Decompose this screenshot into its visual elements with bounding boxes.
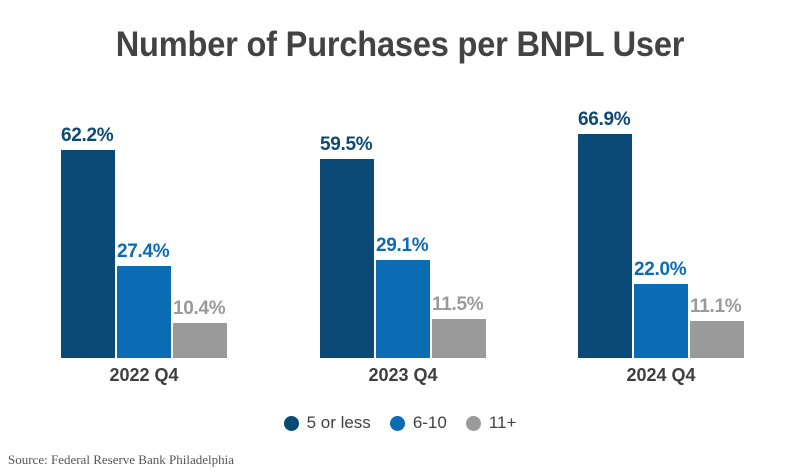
bar-value-label: 66.9% [578,109,631,130]
bar-rect[interactable] [432,319,486,358]
x-axis-tick-label: 2023 Q4 [368,365,438,385]
chart-legend: 5 or less 6-10 11+ [0,413,800,433]
bar-group: 62.2% 27.4% 10.4% 2022 Q4 [61,0,227,390]
bar-value-label: 27.4% [117,241,170,262]
bar-item[interactable]: 66.9% [578,0,632,358]
legend-item-label: 6-10 [412,413,447,432]
bar-item[interactable]: 62.2% [61,0,115,358]
source-note: Source: Federal Reserve Bank Philadelphi… [8,452,234,467]
legend-item[interactable]: 5 or less [283,413,371,433]
bar-value-label: 62.2% [61,125,114,146]
x-axis-tick-label: 2024 Q4 [626,365,696,385]
bar-rect[interactable] [117,266,171,358]
bar-rect[interactable] [690,321,744,358]
bar-value-label: 11.1% [690,296,742,317]
bar-item[interactable]: 27.4% [117,0,171,358]
circle-icon [389,415,405,431]
bar-group-bars: 59.5% 29.1% 11.5% [320,0,486,358]
x-axis-tick-label: 2022 Q4 [109,365,179,385]
bar-rect[interactable] [61,150,115,358]
bar-item[interactable]: 10.4% [173,0,227,358]
plot-area: 62.2% 27.4% 10.4% 2022 Q4 59.5% 29.1% 11.5% 202… [61,0,744,390]
bar-group: 59.5% 29.1% 11.5% 2023 Q4 [320,0,486,390]
bar-item[interactable]: 59.5% [320,0,374,358]
bar-value-label: 11.5% [432,294,484,315]
bar-rect[interactable] [320,159,374,358]
legend-item-label: 5 or less [306,413,371,432]
bar-rect[interactable] [376,260,430,358]
legend-item[interactable]: 11+ [465,413,517,433]
bar-value-label: 59.5% [320,134,373,155]
circle-icon [465,415,481,431]
bar-group-bars: 62.2% 27.4% 10.4% [61,0,227,358]
bar-value-label: 22.0% [634,259,687,280]
bar-rect[interactable] [634,284,688,358]
bar-item[interactable]: 22.0% [634,0,688,358]
page-title: Number of Purchases per BNPL User [115,25,685,64]
bar-group: 66.9% 22.0% 11.1% 2024 Q4 [578,0,744,390]
bar-item[interactable]: 11.1% [690,0,744,358]
legend-item[interactable]: 6-10 [389,413,447,433]
bar-value-label: 10.4% [173,298,226,319]
bar-item[interactable]: 29.1% [376,0,430,358]
circle-icon [283,415,299,431]
bar-rect[interactable] [173,323,227,358]
bar-value-label: 29.1% [376,235,429,256]
bar-item[interactable]: 11.5% [432,0,486,358]
bar-rect[interactable] [578,134,632,358]
bar-group-bars: 66.9% 22.0% 11.1% [578,0,744,358]
legend-item-label: 11+ [488,413,517,432]
